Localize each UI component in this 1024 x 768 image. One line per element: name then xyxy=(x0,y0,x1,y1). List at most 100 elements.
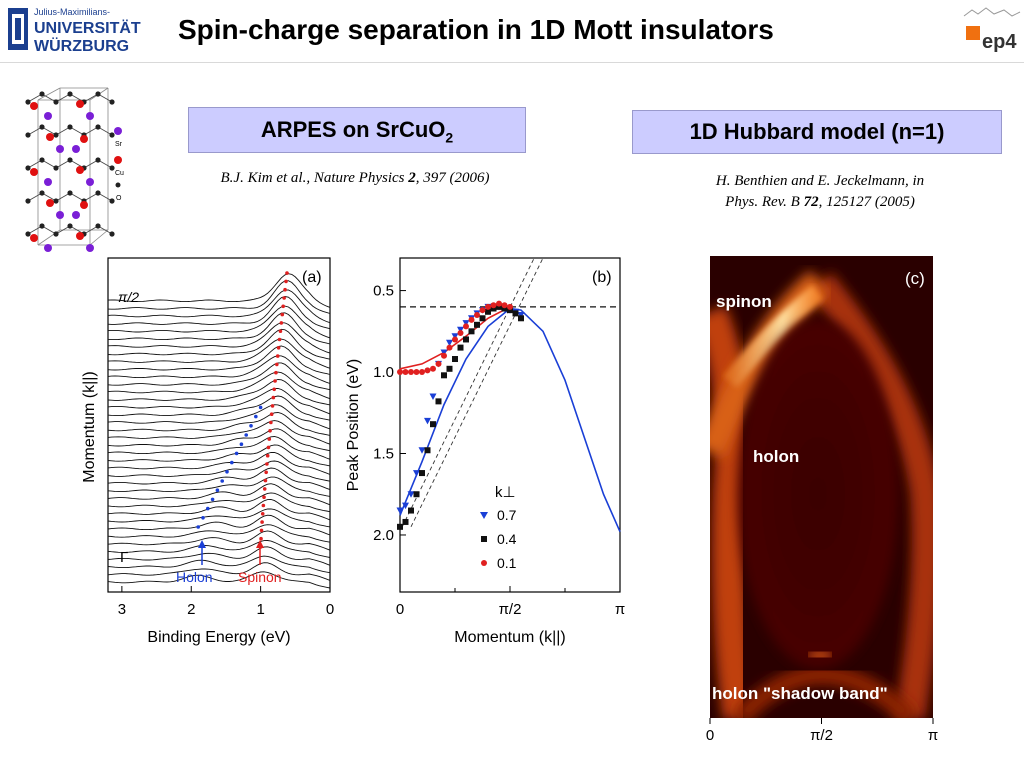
panel-b-legend-title: k⊥ xyxy=(495,484,516,501)
panel-b-xtick: π xyxy=(615,601,625,618)
series-0.1-point xyxy=(413,369,420,376)
panel-a-xtick: 2 xyxy=(187,601,195,618)
series-0.1-point xyxy=(507,303,513,310)
spinon-dot xyxy=(280,312,285,317)
oxygen-atom xyxy=(25,198,31,204)
series-0.1-point xyxy=(479,307,486,314)
edc-curve xyxy=(107,514,331,536)
oxygen-atom xyxy=(67,124,73,130)
panel-c-xtick: π/2 xyxy=(810,727,833,744)
edc-curve xyxy=(107,499,331,521)
series-0.4-point xyxy=(441,372,447,379)
series-0.1-point xyxy=(441,352,447,359)
spinon-dot xyxy=(265,462,269,466)
series-0.4-point xyxy=(496,303,502,310)
logo-line2: WÜRZBURG xyxy=(34,36,129,55)
panel-c-heatmap: (c) spinon holon holon "shadow band" 0 π/… xyxy=(700,252,950,752)
series-0.1-point xyxy=(430,365,436,372)
holon-dot xyxy=(230,460,234,465)
legend-cu: Cu xyxy=(115,170,124,177)
oxygen-atom xyxy=(25,165,31,171)
spinon-dot xyxy=(282,296,286,300)
series-0.7-point xyxy=(396,507,404,515)
series-0.1-point xyxy=(419,369,425,376)
edc-curve xyxy=(107,546,331,566)
series-0.4-point xyxy=(430,421,436,428)
edc-curve xyxy=(107,312,331,345)
series-0.4-point xyxy=(457,344,464,351)
page-title: Spin-charge separation in 1D Mott insula… xyxy=(178,14,774,45)
oxygen-atom xyxy=(95,124,101,130)
spinon-dot xyxy=(262,495,266,499)
series-0.4-point xyxy=(413,491,420,498)
holon-annotation: holon xyxy=(753,447,799,466)
series-0.4-point xyxy=(479,315,486,322)
hubbard-title-box: 1D Hubbard model (n=1) xyxy=(632,110,1002,154)
oxygen-atom xyxy=(25,99,31,105)
pi-half-label: π/2 xyxy=(118,289,139,305)
arpes-title-subscript: 2 xyxy=(445,129,454,146)
series-0.1-point xyxy=(474,312,480,319)
series-0.1-point xyxy=(424,367,431,374)
holon-dot xyxy=(215,488,220,492)
panel-a-xlabel: Binding Energy (eV) xyxy=(147,629,290,646)
spinon-dot xyxy=(274,370,278,375)
hubbard-title: 1D Hubbard model (n=1) xyxy=(689,119,945,144)
panel-b-ytick: 1.0 xyxy=(373,364,394,381)
oxygen-atom xyxy=(39,91,45,97)
spinon-dot xyxy=(260,512,265,516)
holon-dot xyxy=(249,424,253,428)
series-0.1-point xyxy=(452,336,458,343)
ref-right-line1: H. Benthien and E. Jeckelmann, in xyxy=(715,173,925,189)
holon-dot xyxy=(220,479,225,483)
spinon-dot xyxy=(272,387,277,392)
spinon-dot xyxy=(267,437,272,441)
holon-dot xyxy=(234,451,239,456)
edc-curve xyxy=(107,530,331,551)
oxygen-atom xyxy=(53,198,59,204)
holon-dot xyxy=(254,414,258,419)
panel-a-edc-plot: (a) π/2 Γ Holon Spinon 3 2 1 0 Binding Ener… xyxy=(74,252,344,652)
edc-curve xyxy=(107,280,331,314)
oxygen-atom xyxy=(67,190,73,196)
oxygen-atom xyxy=(67,91,73,97)
panel-c-label: (c) xyxy=(905,269,925,288)
series-0.1-point xyxy=(457,329,464,336)
strontium-atom xyxy=(44,178,52,186)
panel-a-xtick: 0 xyxy=(326,601,334,618)
dashed-guide-line xyxy=(410,257,544,528)
copper-atom xyxy=(30,102,38,110)
copper-atom xyxy=(76,166,84,174)
strontium-atom xyxy=(44,244,52,252)
series-0.4-point xyxy=(501,305,508,312)
ref-right-pre: Phys. Rev. B xyxy=(725,194,804,210)
ref-left-post: , 397 (2006) xyxy=(415,170,490,186)
spinon-dot xyxy=(283,287,287,292)
panel-b-xtick: 0 xyxy=(396,601,404,618)
edc-curve xyxy=(107,420,331,445)
panel-b-chart: 0.5 1.0 1.5 2.0 0 π/2 π k⊥ 0.7 0.4 0.1 (b) Momentum … xyxy=(340,252,630,652)
panel-b-ytick: 1.5 xyxy=(373,446,394,463)
legend-entry: 0.1 xyxy=(497,555,517,571)
oxygen-atom xyxy=(53,165,59,171)
red-solid-curve xyxy=(399,306,511,370)
series-0.7-point xyxy=(407,491,415,498)
edc-curve xyxy=(107,322,331,354)
ref-left-volume: 2 xyxy=(408,170,416,186)
edc-curve xyxy=(107,328,331,360)
copper-atom xyxy=(46,133,54,141)
shadow-band-annotation: holon "shadow band" xyxy=(712,684,888,703)
strontium-atom xyxy=(56,145,64,153)
series-0.4-point xyxy=(424,447,431,454)
series-0.7-point xyxy=(418,447,426,454)
series-0.7-point xyxy=(413,470,420,477)
series-0.7-point xyxy=(462,320,470,327)
series-0.4-point xyxy=(485,308,491,315)
holon-dot xyxy=(210,497,215,502)
edc-curve xyxy=(107,388,331,415)
series-0.7-point xyxy=(457,326,464,334)
university-logo: Julius-Maximilians- UNIVERSITÄT WÜRZBURG xyxy=(8,4,158,59)
ref-right-post: , 125127 (2005) xyxy=(818,194,915,210)
spinon-dot xyxy=(276,346,281,350)
panel-a-label: (a) xyxy=(302,269,322,286)
